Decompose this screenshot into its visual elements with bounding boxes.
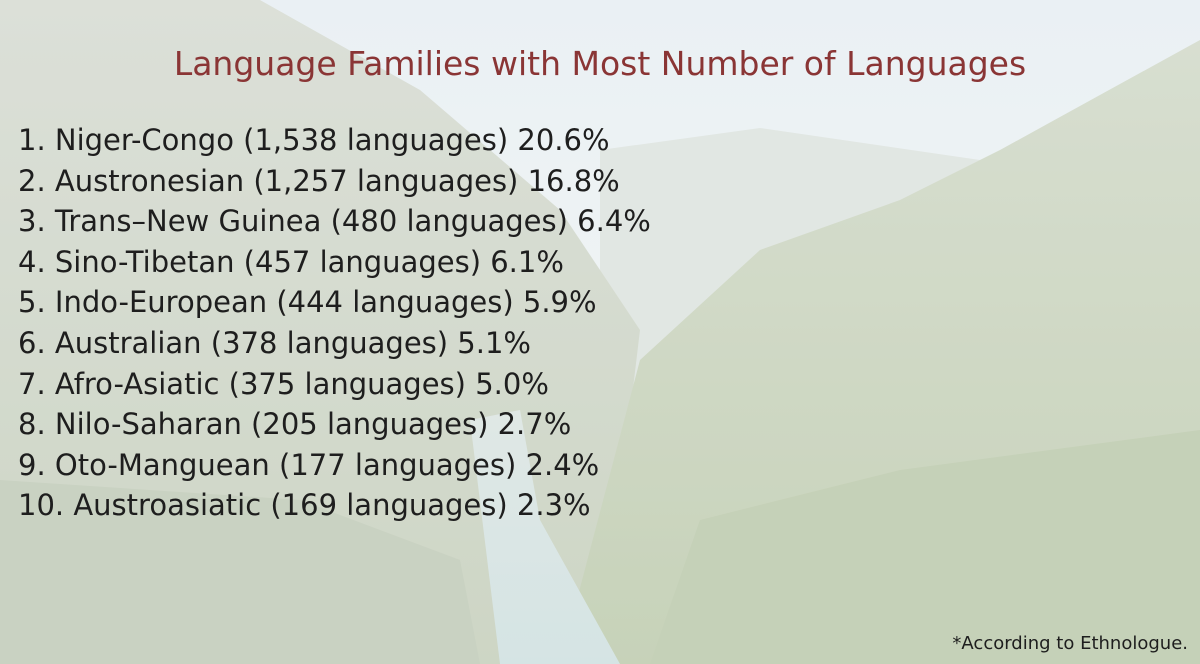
list-item: 10. Austroasiatic (169 languages) 2.3% — [18, 488, 591, 523]
slide-title: Language Families with Most Number of La… — [173, 44, 1027, 83]
language-family-list: 1. Niger-Congo (1,538 languages) 20.6% 2.… — [18, 120, 651, 526]
list-item: 6. Australian (378 languages) 5.1% — [18, 325, 531, 360]
list-item: 1. Niger-Congo (1,538 languages) 20.6% — [18, 123, 610, 157]
list-item: 8. Nilo-Saharan (205 languages) 2.7% — [18, 407, 572, 442]
list-item: 5. Indo-European (444 languages) 5.9% — [18, 285, 597, 320]
list-item: 4. Sino-Tibetan (457 languages) 6.1% — [18, 244, 564, 279]
footnote: *According to Ethnologue. — [952, 633, 1188, 654]
list-item: 3. Trans–New Guinea (480 languages) 6.4% — [18, 204, 651, 239]
list-item: 7. Afro-Asiatic (375 languages) 5.0% — [18, 366, 549, 401]
list-item: 2. Austronesian (1,257 languages) 16.8% — [18, 163, 620, 198]
list-item: 9. Oto-Manguean (177 languages) 2.4% — [18, 447, 600, 482]
